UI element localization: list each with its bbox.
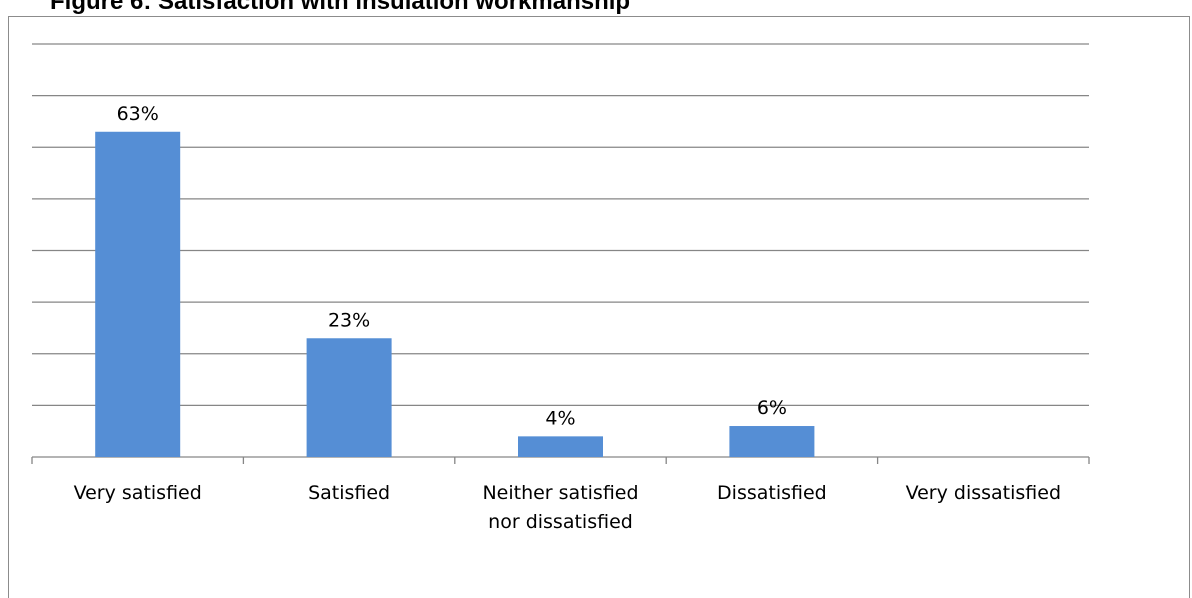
data-label: 63% xyxy=(117,103,159,125)
category-label: Neither satisfied xyxy=(482,482,638,504)
bar xyxy=(95,131,181,457)
chart-frame xyxy=(8,16,1190,598)
category-label: nor dissatisfied xyxy=(488,511,633,533)
page-title: Figure 6: Satisfaction with insulation w… xyxy=(50,0,631,15)
data-label: 6% xyxy=(757,397,787,419)
bar xyxy=(729,426,815,457)
bar xyxy=(306,338,392,457)
category-label: Satisfied xyxy=(308,482,390,504)
data-label: 4% xyxy=(545,407,575,429)
data-label: 23% xyxy=(328,309,370,331)
category-label: Dissatisfied xyxy=(717,482,827,504)
category-label: Very dissatisfied xyxy=(906,482,1061,504)
category-label: Very satisfied xyxy=(74,482,202,504)
bar xyxy=(518,436,603,457)
